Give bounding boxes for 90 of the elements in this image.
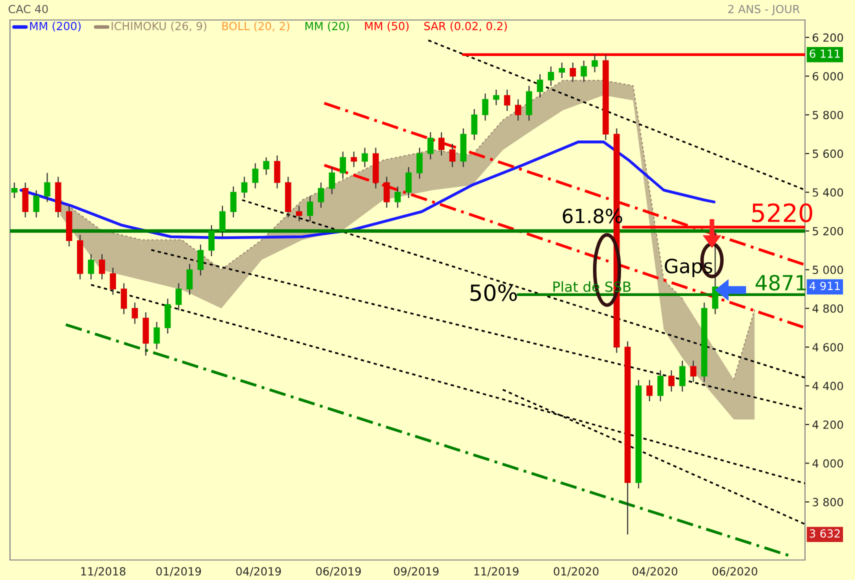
- candlestick: [362, 147, 368, 168]
- candlestick: [536, 74, 544, 98]
- candlestick: [406, 166, 412, 199]
- candlestick: [98, 254, 106, 280]
- candlestick: [526, 85, 532, 122]
- line-series: [20, 140, 716, 240]
- y-tick-label: 4 200: [812, 420, 844, 429]
- candlestick: [558, 62, 565, 79]
- legend-label: ICHIMOKU (26, 9): [112, 22, 206, 32]
- candlestick: [296, 205, 302, 222]
- x-tick-label: 11/2018: [81, 567, 126, 576]
- x-tick-label: 06/2019: [316, 567, 361, 576]
- y-tick-label: 5 400: [812, 188, 844, 197]
- annotation: MM (20): [305, 22, 349, 32]
- candlestick: [340, 151, 346, 180]
- candlestick: [427, 132, 434, 160]
- candlestick: [570, 62, 576, 82]
- candlestick: [350, 151, 357, 168]
- y-tick-label: 3 800: [812, 498, 844, 506]
- annotation: 4 911: [810, 282, 840, 290]
- candlestick: [164, 298, 171, 334]
- x-tick-label: 04/2019: [236, 567, 281, 576]
- candlestick: [471, 108, 478, 141]
- candlestick: [318, 182, 324, 208]
- candlestick: [328, 166, 336, 195]
- x-tick-label: 01/2019: [156, 567, 201, 576]
- candlestick: [263, 156, 270, 176]
- y-tick-label: 6 200: [812, 33, 844, 42]
- x-tick-label: 01/2020: [554, 567, 598, 576]
- candlestick: [88, 254, 94, 280]
- annotation: SAR (0.02, 0.2): [424, 22, 507, 32]
- candlestick: [132, 302, 138, 324]
- y-tick-label: 4 400: [812, 382, 844, 390]
- candlestick: [394, 186, 401, 208]
- candlestick: [197, 244, 204, 276]
- x-tick-label: 04/2020: [632, 567, 678, 576]
- candlestick: [384, 176, 390, 208]
- candlestick: [482, 92, 488, 122]
- candlestick: [679, 360, 686, 392]
- candlestick: [646, 379, 653, 402]
- chart-subtitle: 2 ANS - JOUR: [728, 4, 800, 16]
- candlestick: [438, 132, 445, 156]
- candlestick: [493, 89, 500, 106]
- x-tick-label: 09/2019: [394, 567, 439, 576]
- candlestick: [712, 230, 718, 315]
- chart-title: CAC 40: [8, 4, 48, 14]
- candlestick: [208, 224, 215, 257]
- candlestick: [515, 98, 522, 122]
- candlestick: [11, 182, 18, 199]
- candlestick: [176, 282, 182, 311]
- candlestick: [110, 267, 116, 296]
- candlestick: [230, 186, 236, 218]
- annotation: 5220: [752, 203, 812, 222]
- candlestick: [22, 182, 28, 218]
- y-tick-label: 5 000: [812, 266, 844, 274]
- candlestick: [44, 172, 50, 202]
- candlestick: [416, 147, 423, 180]
- candlestick: [274, 154, 280, 189]
- legend-label: MM (200): [30, 22, 81, 32]
- candlestick: [306, 196, 314, 222]
- candlestick: [33, 190, 40, 218]
- candlestick: [186, 263, 193, 296]
- candlestick: [120, 282, 127, 315]
- y-tick-label: 4 600: [812, 343, 844, 352]
- y-tick-label: 4 800: [812, 304, 844, 313]
- candlestick: [668, 370, 674, 392]
- candlestick: [219, 205, 226, 238]
- candlestick: [241, 176, 248, 199]
- annotation: 6 111: [810, 49, 840, 58]
- y-tick-label: 5 200: [812, 226, 844, 236]
- candlestick: [548, 66, 554, 86]
- candlestick: [580, 60, 587, 82]
- y-tick-label: 4 000: [812, 459, 844, 468]
- x-tick-label: 06/2020: [712, 567, 758, 576]
- y-tick-label: 5 600: [812, 150, 844, 158]
- candlestick: [592, 54, 598, 73]
- annotation: 3 632: [810, 529, 840, 538]
- candlestick: [154, 321, 160, 350]
- annotation: 50%: [470, 284, 517, 302]
- y-tick-label: 6 000: [812, 72, 844, 81]
- candlestick: [504, 89, 510, 112]
- annotation: 4871: [756, 274, 806, 291]
- candlestick: [449, 143, 456, 168]
- x-tick-label: 11/2019: [474, 567, 518, 576]
- candlestick: [657, 370, 664, 402]
- candlestick: [252, 162, 258, 189]
- candlestick: [690, 360, 696, 382]
- y-tick-label: 5 800: [812, 110, 844, 120]
- annotation: BOLL (20, 2): [222, 22, 290, 32]
- annotation: MM (50): [365, 22, 409, 32]
